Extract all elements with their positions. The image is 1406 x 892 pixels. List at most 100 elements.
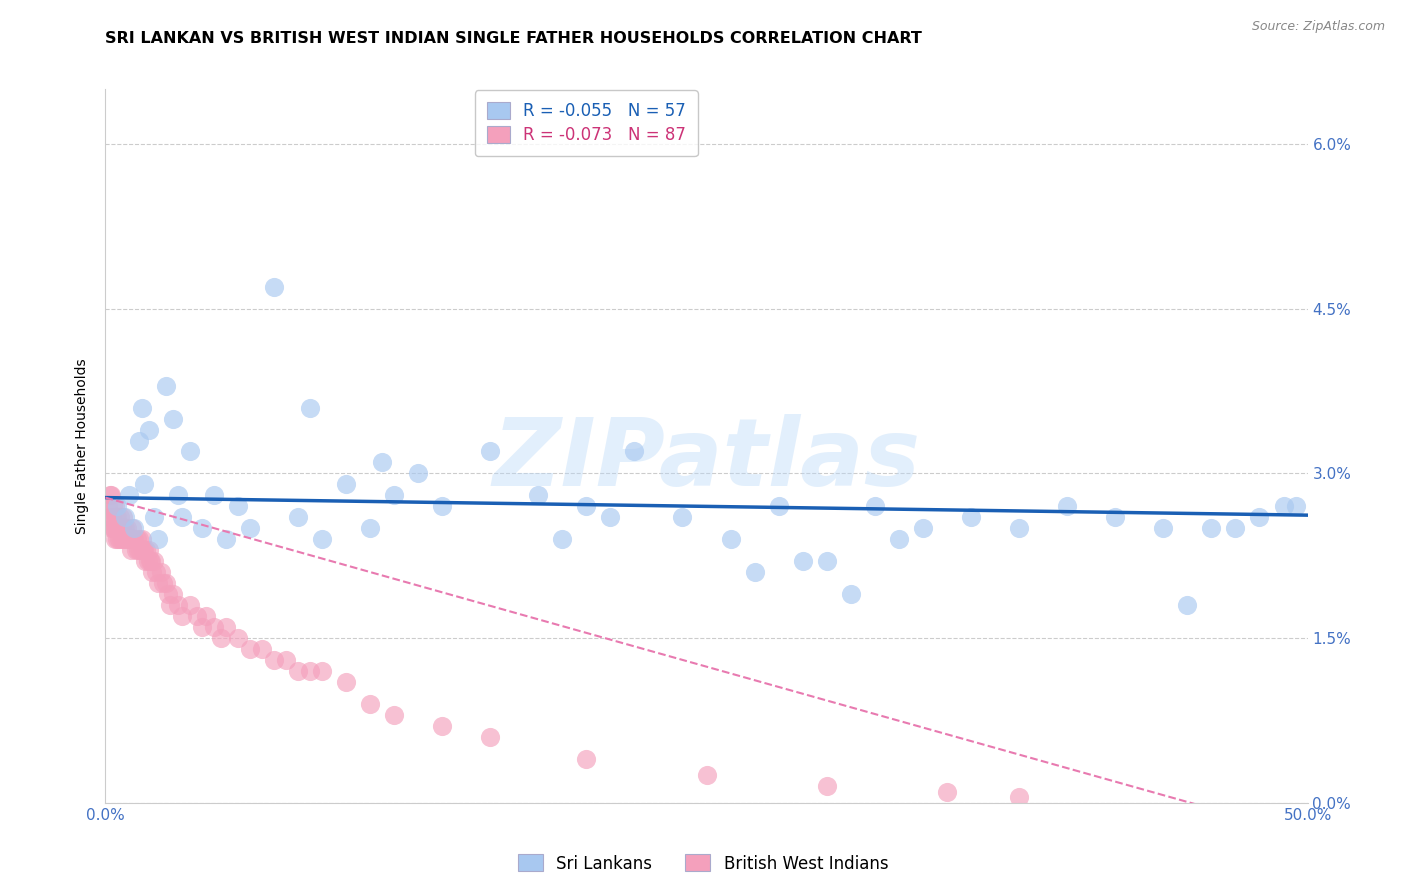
Point <box>111 533 134 547</box>
Point <box>121 521 143 535</box>
Point <box>141 566 163 580</box>
Point <box>135 543 157 558</box>
Point <box>1008 521 1031 535</box>
Point <box>936 785 959 799</box>
Point <box>166 488 188 502</box>
Point <box>155 378 177 392</box>
Point <box>172 609 194 624</box>
Point <box>136 554 159 568</box>
Point <box>111 521 134 535</box>
Point <box>114 510 136 524</box>
Point <box>696 768 718 782</box>
Point <box>209 631 232 645</box>
Point <box>110 521 132 535</box>
Point <box>911 521 934 535</box>
Point <box>101 521 124 535</box>
Point <box>1175 598 1198 612</box>
Point <box>1201 521 1223 535</box>
Point <box>103 521 125 535</box>
Point <box>132 543 155 558</box>
Point <box>108 533 131 547</box>
Point <box>179 444 201 458</box>
Point <box>128 434 150 448</box>
Point <box>117 533 139 547</box>
Point <box>98 510 121 524</box>
Point <box>250 642 273 657</box>
Point <box>202 620 225 634</box>
Point <box>1272 500 1295 514</box>
Point <box>100 488 122 502</box>
Point <box>599 510 621 524</box>
Point <box>239 521 262 535</box>
Point <box>152 576 174 591</box>
Point <box>359 697 381 711</box>
Point <box>148 533 170 547</box>
Point <box>107 500 129 514</box>
Point <box>815 780 838 794</box>
Point <box>122 533 145 547</box>
Point <box>112 510 135 524</box>
Y-axis label: Single Father Households: Single Father Households <box>76 359 90 533</box>
Point <box>108 510 131 524</box>
Text: ZIPatlas: ZIPatlas <box>492 414 921 507</box>
Point <box>720 533 742 547</box>
Point <box>131 533 153 547</box>
Point <box>124 533 146 547</box>
Point <box>527 488 550 502</box>
Point <box>114 521 136 535</box>
Point <box>131 401 153 415</box>
Point <box>226 500 249 514</box>
Point <box>107 521 129 535</box>
Point <box>887 533 910 547</box>
Point <box>298 401 321 415</box>
Point <box>359 521 381 535</box>
Point <box>551 533 574 547</box>
Point <box>155 576 177 591</box>
Point <box>98 488 121 502</box>
Point <box>1008 790 1031 805</box>
Point <box>406 467 429 481</box>
Point <box>839 587 862 601</box>
Point <box>142 510 165 524</box>
Point <box>132 477 155 491</box>
Point <box>1104 510 1126 524</box>
Point <box>110 533 132 547</box>
Point <box>430 500 453 514</box>
Point <box>159 598 181 612</box>
Point <box>1284 500 1306 514</box>
Point <box>132 543 155 558</box>
Point <box>298 664 321 678</box>
Point <box>101 510 124 524</box>
Point <box>430 719 453 733</box>
Point <box>768 500 790 514</box>
Point <box>105 510 128 524</box>
Point <box>101 500 124 514</box>
Point <box>118 488 141 502</box>
Point <box>129 543 152 558</box>
Point <box>287 664 309 678</box>
Point <box>172 510 194 524</box>
Point <box>1152 521 1174 535</box>
Point <box>1056 500 1078 514</box>
Point <box>156 587 179 601</box>
Point <box>145 566 167 580</box>
Point <box>98 510 121 524</box>
Point <box>124 543 146 558</box>
Point <box>287 510 309 524</box>
Point <box>166 598 188 612</box>
Point <box>127 543 149 558</box>
Point <box>162 587 184 601</box>
Point <box>190 521 212 535</box>
Point <box>274 653 297 667</box>
Point <box>960 510 983 524</box>
Point <box>104 521 127 535</box>
Point <box>118 533 141 547</box>
Point <box>142 554 165 568</box>
Point <box>214 533 236 547</box>
Point <box>100 521 122 535</box>
Point <box>120 543 142 558</box>
Point <box>792 554 814 568</box>
Point <box>214 620 236 634</box>
Point <box>107 510 129 524</box>
Point <box>104 500 127 514</box>
